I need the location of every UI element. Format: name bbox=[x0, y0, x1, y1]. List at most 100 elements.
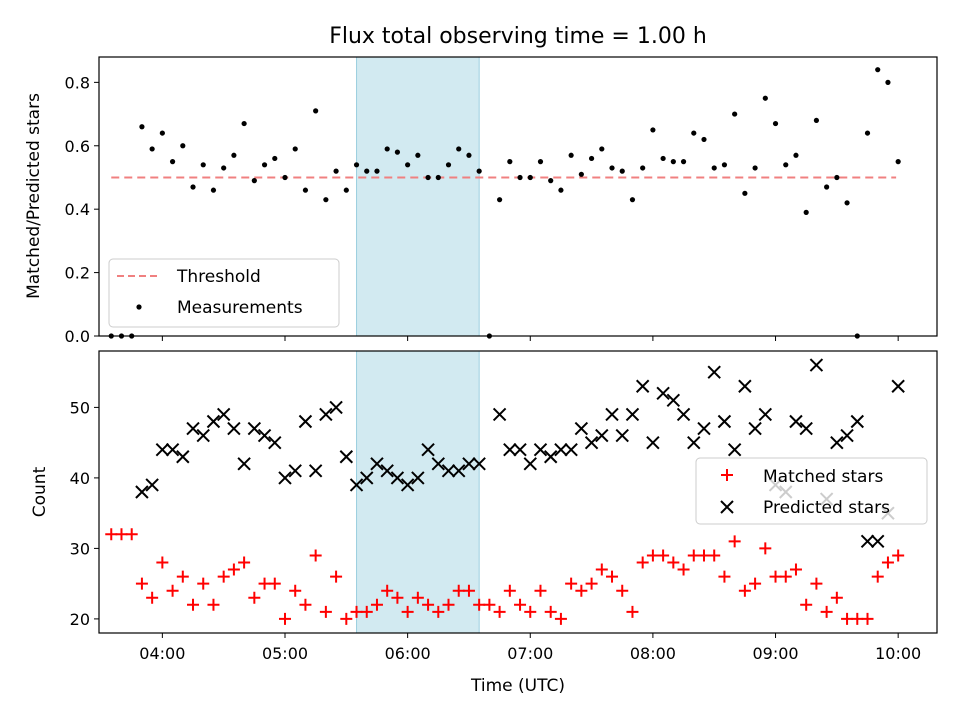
measurement-point bbox=[302, 187, 309, 193]
measurement-point bbox=[190, 184, 196, 190]
bottom-x-tick-label: 09:00 bbox=[752, 644, 798, 663]
bottom-y-axis-label: Count bbox=[30, 466, 50, 517]
matched-star-point bbox=[738, 584, 751, 597]
measurement-point bbox=[578, 171, 584, 177]
predicted-star-point bbox=[165, 442, 180, 457]
measurement-point bbox=[333, 168, 339, 174]
predicted-star-point bbox=[380, 464, 394, 478]
predicted-star-point bbox=[268, 435, 282, 450]
top-y-axis-label: Matched/Predicted stars bbox=[24, 93, 44, 299]
predicted-star-point bbox=[308, 464, 323, 478]
predicted-star-point bbox=[789, 414, 803, 429]
matched-star-point bbox=[779, 570, 792, 583]
measurement-point bbox=[895, 159, 901, 165]
matched-star-point bbox=[769, 570, 782, 583]
matched-star-point bbox=[892, 549, 905, 562]
predicted-star-point bbox=[145, 478, 159, 492]
top-plot-area bbox=[108, 67, 901, 339]
measurement-point bbox=[139, 124, 145, 130]
matched-star-point bbox=[411, 591, 424, 604]
matched-star-point bbox=[105, 528, 118, 541]
predicted-star-point bbox=[584, 435, 599, 450]
matched-star-point bbox=[554, 612, 567, 625]
measurement-point bbox=[691, 130, 697, 136]
predicted-star-point bbox=[574, 421, 589, 436]
predicted-star-point bbox=[748, 421, 762, 436]
predicted-star-point bbox=[799, 421, 813, 436]
legend-measurements-label: Measurements bbox=[177, 298, 303, 318]
measurement-point bbox=[588, 155, 595, 162]
predicted-star-point bbox=[503, 442, 517, 457]
matched-star-point bbox=[585, 577, 598, 590]
predicted-star-point bbox=[646, 435, 660, 450]
measurement-point bbox=[149, 146, 155, 152]
bottom-x-tick-label: 05:00 bbox=[262, 644, 308, 663]
matched-star-point bbox=[667, 556, 680, 569]
predicted-star-point bbox=[196, 428, 210, 443]
predicted-star-point bbox=[186, 421, 200, 436]
matched-star-point bbox=[227, 563, 240, 576]
matched-star-point bbox=[268, 577, 281, 590]
predicted-star-point bbox=[472, 457, 486, 471]
predicted-star-point bbox=[237, 457, 251, 471]
matched-star-point bbox=[176, 570, 189, 583]
matched-star-point bbox=[258, 577, 271, 590]
matched-star-point bbox=[197, 577, 210, 590]
bottom-panel: Matched stars Predicted stars 20 30 40 50 0… bbox=[30, 350, 938, 696]
predicted-star-point bbox=[288, 464, 302, 478]
predicted-star-point bbox=[513, 442, 527, 457]
predicted-star-point bbox=[717, 414, 732, 429]
measurement-point bbox=[721, 162, 728, 168]
matched-star-point bbox=[156, 556, 169, 569]
measurement-point bbox=[650, 127, 656, 133]
matched-star-point bbox=[851, 612, 864, 625]
matched-star-point bbox=[524, 605, 537, 618]
matched-star-point bbox=[697, 549, 710, 562]
matched-star-point bbox=[881, 556, 894, 569]
bottom-x-tick-label: 04:00 bbox=[139, 644, 185, 663]
predicted-star-point bbox=[329, 400, 343, 415]
legend-threshold-label: Threshold bbox=[176, 267, 261, 287]
measurement-point bbox=[793, 152, 799, 158]
matched-star-point bbox=[810, 577, 823, 590]
predicted-star-point bbox=[319, 407, 333, 422]
matched-star-point bbox=[299, 598, 312, 611]
predicted-star-point bbox=[176, 450, 190, 464]
predicted-star-point bbox=[697, 421, 711, 436]
predicted-star-point bbox=[492, 407, 507, 422]
predicted-star-point bbox=[635, 379, 650, 393]
predicted-star-point bbox=[676, 407, 691, 422]
predicted-star-point bbox=[247, 421, 262, 436]
measurement-point bbox=[732, 111, 738, 117]
predicted-star-point bbox=[687, 435, 701, 450]
predicted-star-point bbox=[605, 407, 619, 422]
measurement-point bbox=[241, 120, 247, 127]
measurement-point bbox=[558, 187, 564, 193]
measurement-point bbox=[762, 95, 768, 101]
legend-predicted-swatch bbox=[720, 500, 734, 514]
measurement-point bbox=[221, 165, 227, 171]
measurement-point bbox=[711, 165, 717, 171]
matched-star-point bbox=[575, 584, 588, 597]
measurement-point bbox=[394, 149, 401, 155]
bottom-x-tick-label: 08:00 bbox=[630, 644, 676, 663]
matched-star-point bbox=[759, 542, 772, 555]
predicted-star-point bbox=[523, 457, 537, 471]
measurement-point bbox=[844, 200, 850, 206]
matched-star-point bbox=[238, 556, 251, 569]
matched-star-point bbox=[473, 598, 486, 611]
matched-star-point bbox=[565, 577, 578, 590]
measurement-point bbox=[425, 174, 431, 181]
matched-star-point bbox=[646, 549, 659, 562]
predicted-star-point bbox=[411, 471, 425, 485]
matched-star-point bbox=[800, 598, 813, 611]
matched-star-point bbox=[544, 605, 557, 618]
measurement-point bbox=[517, 174, 523, 181]
predicted-star-point bbox=[298, 414, 313, 429]
measurement-point bbox=[599, 146, 605, 152]
predicted-star-point bbox=[543, 450, 558, 464]
predicted-star-point bbox=[360, 471, 374, 485]
matched-star-point bbox=[687, 549, 700, 562]
matched-star-point bbox=[115, 528, 128, 541]
predicted-star-point bbox=[871, 534, 885, 549]
